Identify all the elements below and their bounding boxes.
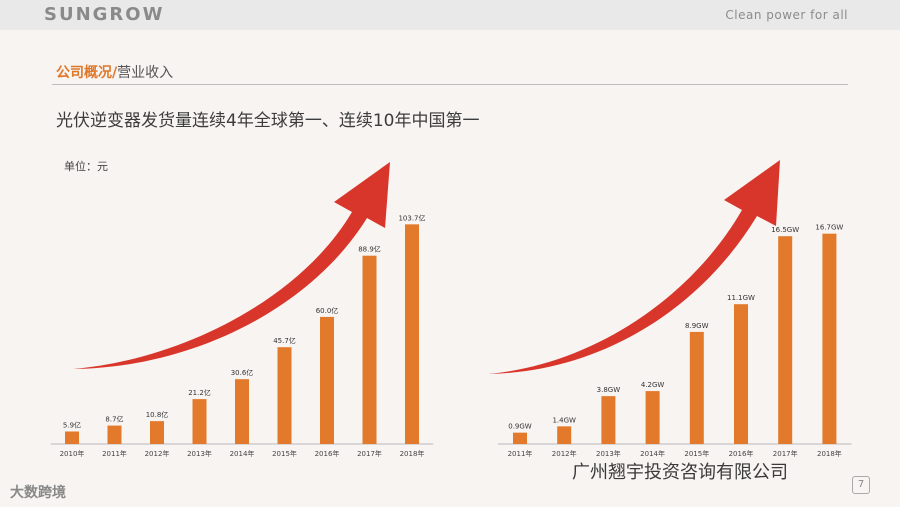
bar — [734, 304, 748, 444]
section-title: 公司概况/营业收入 — [56, 62, 173, 82]
bar — [405, 224, 419, 444]
x-tick-label: 2017年 — [357, 449, 382, 458]
x-tick-label: 2016年 — [315, 449, 340, 458]
x-tick-label: 2012年 — [552, 449, 577, 458]
growth-arrow — [488, 160, 780, 374]
watermark-left: 大数跨境 — [10, 485, 66, 501]
bar — [778, 236, 793, 444]
bar-value-label: 60.0亿 — [316, 306, 339, 315]
section-main-label: 公司概况 — [56, 65, 112, 81]
slide-headline: 光伏逆变器发货量连续4年全球第一、连续10年中国第一 — [56, 111, 480, 131]
x-tick-label: 2018年 — [817, 449, 842, 458]
bar — [277, 347, 292, 444]
section-separator: / — [112, 65, 118, 81]
x-tick-label: 2010年 — [60, 449, 85, 458]
brand-logo: SUNGROW — [44, 4, 165, 25]
section-sub-label: 营业收入 — [117, 65, 174, 81]
x-tick-label: 2011年 — [102, 449, 127, 458]
bar-value-label: 103.7亿 — [398, 213, 425, 222]
bar — [689, 331, 704, 444]
brand-tagline: Clean power for all — [725, 8, 848, 22]
bar — [601, 396, 616, 444]
top-bar: SUNGROW Clean power for all — [0, 0, 900, 30]
x-tick-label: 2017年 — [773, 449, 798, 458]
x-tick-label: 2014年 — [640, 449, 665, 458]
section-divider — [52, 84, 848, 85]
x-tick-label: 2015年 — [272, 449, 297, 458]
bar-value-label: 30.6亿 — [231, 368, 254, 377]
bar — [320, 316, 334, 444]
page-number: 7 — [852, 476, 870, 494]
bar-value-label: 88.9亿 — [358, 245, 381, 254]
bar-value-label: 10.8亿 — [146, 410, 169, 419]
bar — [557, 426, 572, 444]
bar-value-label: 21.2亿 — [188, 388, 211, 397]
bar-value-label: 45.7亿 — [273, 336, 296, 345]
bar-value-label: 0.9GW — [508, 423, 532, 431]
bar-value-label: 16.7GW — [815, 224, 843, 232]
bar-value-label: 5.9亿 — [63, 421, 81, 430]
bar-value-label: 11.1GW — [727, 294, 755, 302]
bar-value-label: 3.8GW — [597, 386, 621, 394]
x-tick-label: 2016年 — [729, 449, 754, 458]
unit-label: 单位：元 — [64, 160, 108, 173]
bar-value-label: 8.7亿 — [105, 415, 123, 424]
x-tick-label: 2011年 — [508, 449, 533, 458]
bar — [235, 379, 249, 444]
x-tick-label: 2013年 — [596, 449, 621, 458]
x-tick-label: 2015年 — [684, 449, 709, 458]
bar — [822, 233, 837, 444]
bar — [107, 425, 122, 444]
bar — [192, 399, 207, 444]
x-tick-label: 2014年 — [230, 449, 255, 458]
bar — [65, 431, 79, 444]
bar — [645, 391, 660, 444]
bar — [150, 421, 164, 444]
bar — [362, 255, 377, 444]
x-tick-label: 2018年 — [400, 449, 425, 458]
bar-value-label: 4.2GW — [641, 381, 665, 389]
watermark-right: 广州翘宇投资咨询有限公司 — [572, 462, 788, 483]
x-tick-label: 2013年 — [187, 449, 212, 458]
growth-arrow — [73, 162, 390, 369]
x-tick-label: 2012年 — [145, 449, 170, 458]
bar-value-label: 16.5GW — [771, 226, 799, 234]
bar-value-label: 8.9GW — [685, 322, 709, 330]
bar-value-label: 1.4GW — [552, 416, 576, 424]
bar — [513, 432, 527, 444]
